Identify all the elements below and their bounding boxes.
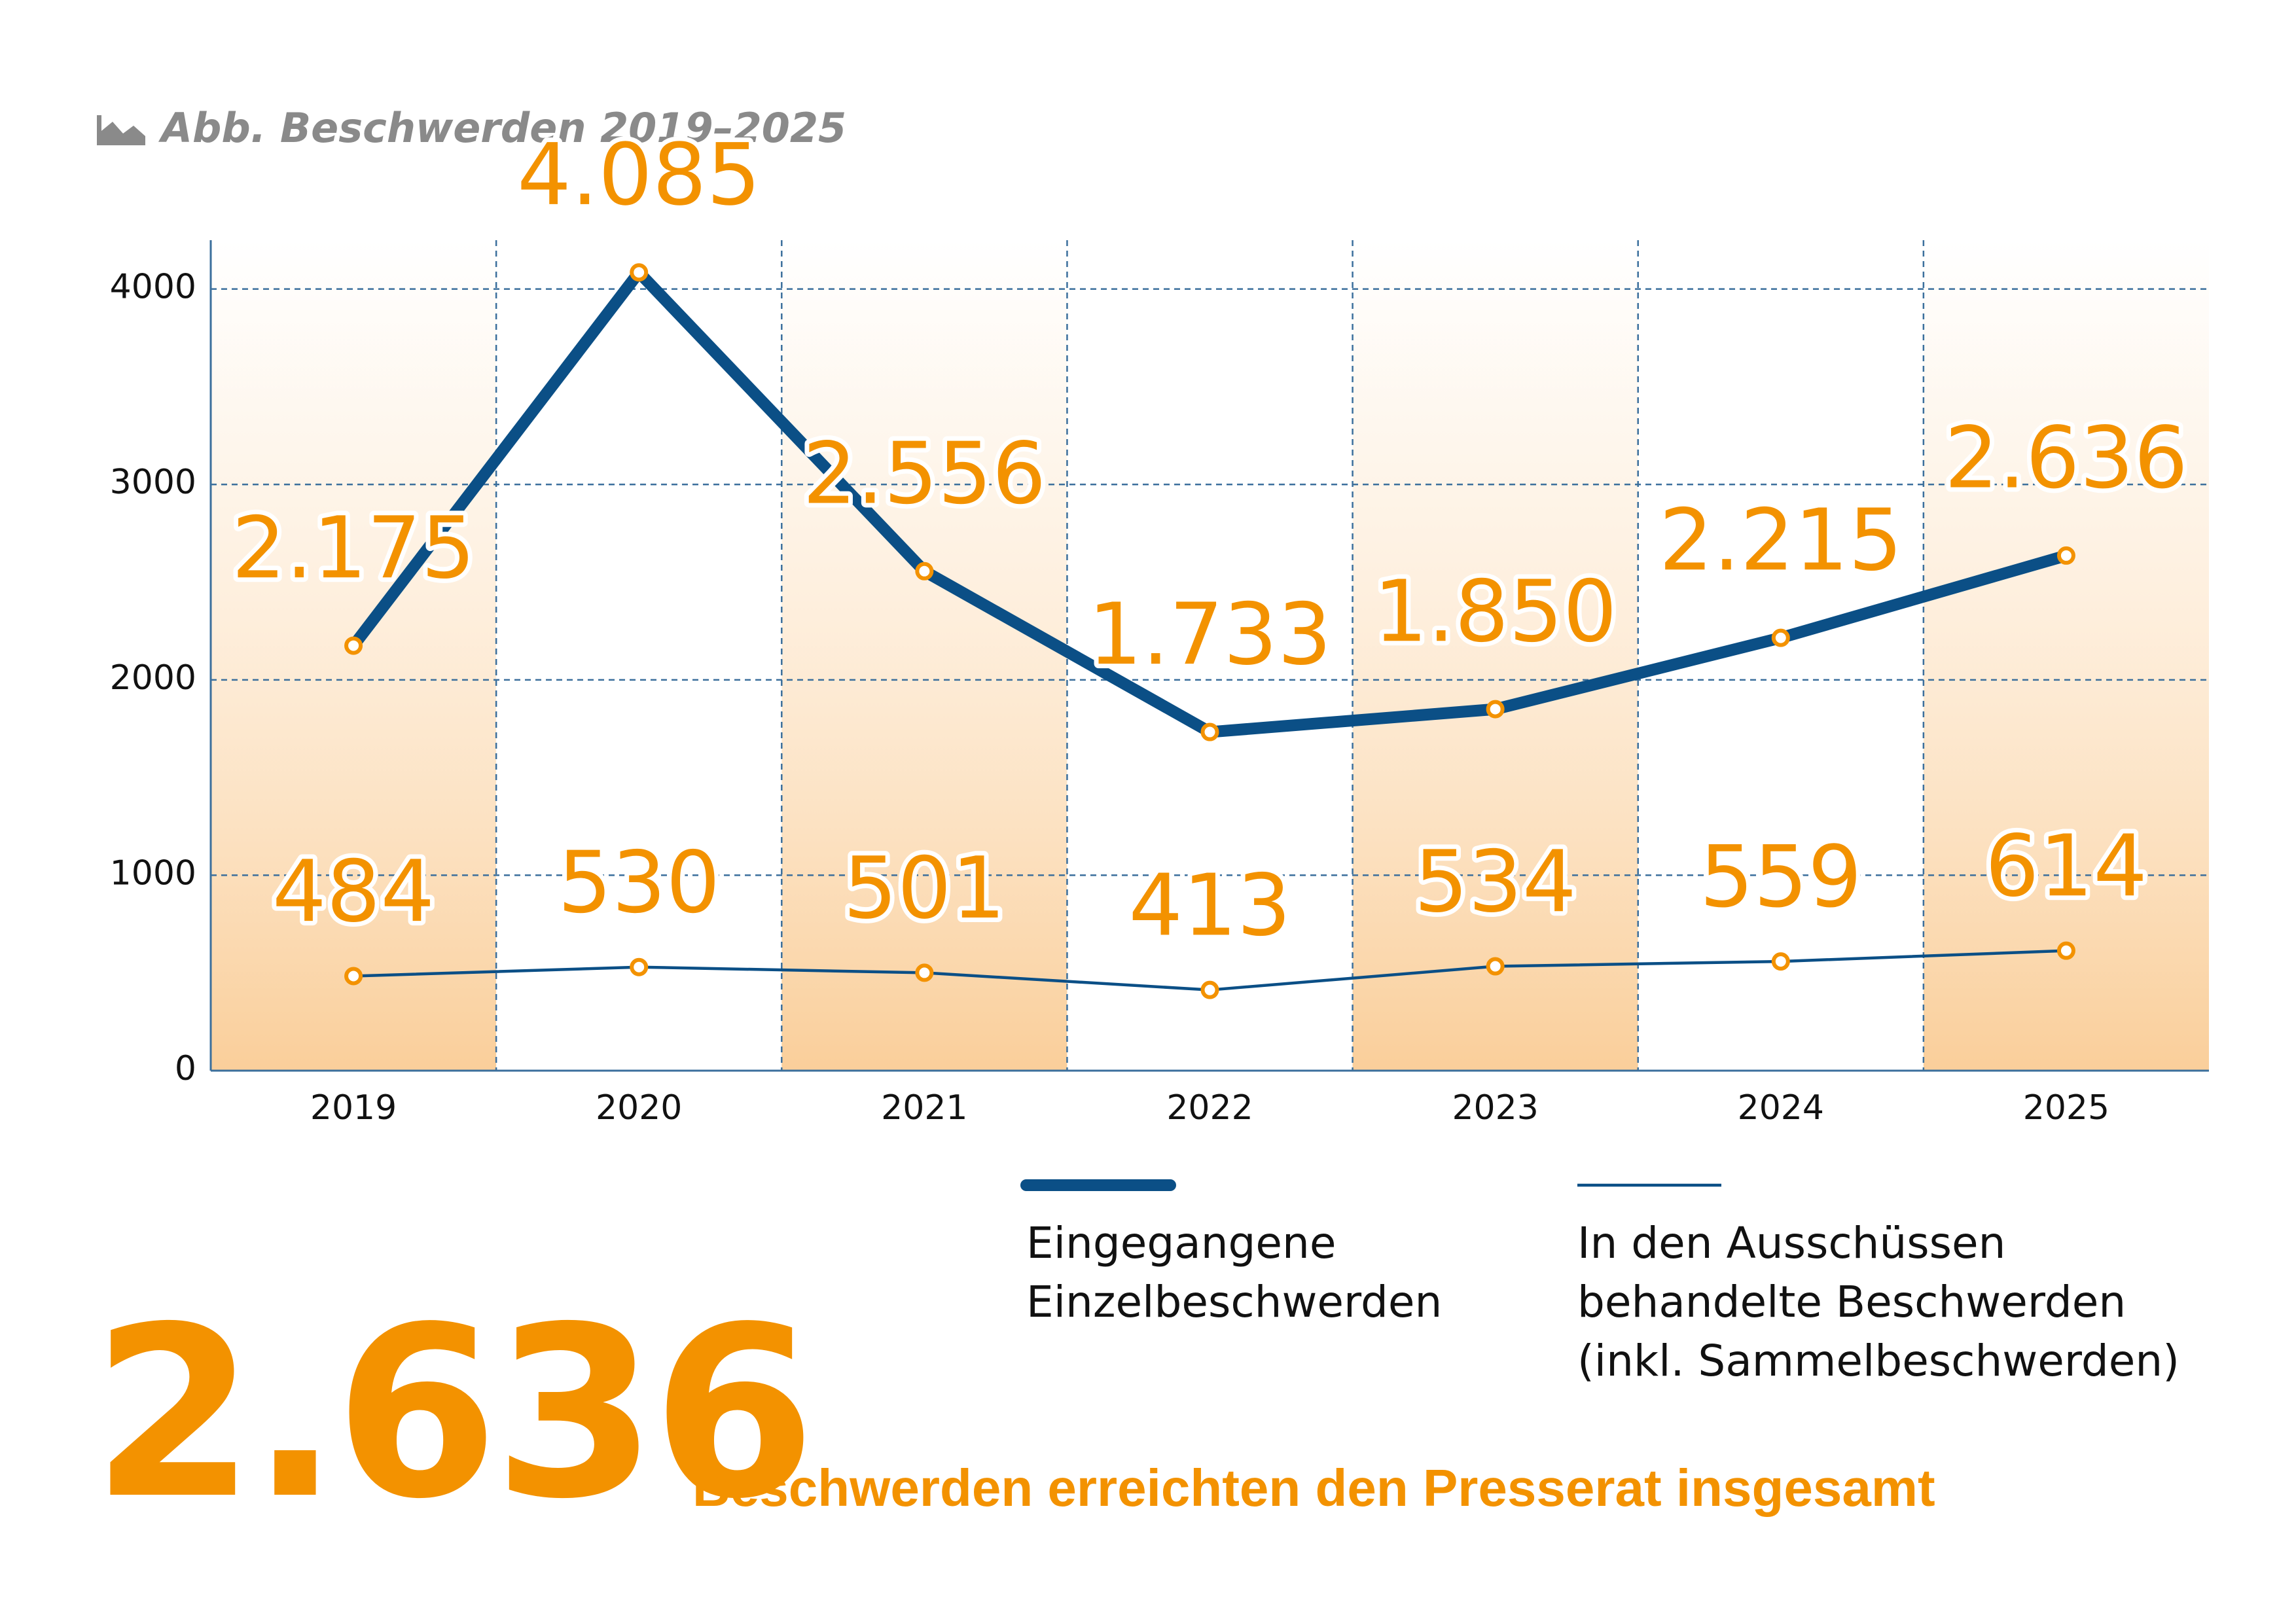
data-point	[1200, 980, 1219, 999]
data-point	[344, 967, 363, 986]
data-label: 1.733	[1088, 584, 1331, 684]
y-tick-label: 2000	[110, 658, 196, 698]
data-label: 530	[558, 832, 720, 932]
highlight-caption: Beschwerden erreichten den Presserat ins…	[692, 1459, 1935, 1517]
data-point	[1486, 957, 1505, 976]
data-point	[915, 963, 934, 982]
data-label: 2.636	[1945, 408, 2188, 508]
x-tick-label: 2019	[310, 1088, 397, 1128]
y-tick-label: 0	[175, 1049, 196, 1088]
y-tick-label: 1000	[110, 853, 196, 893]
data-label: 2.556	[802, 423, 1046, 523]
data-point	[630, 957, 649, 976]
highlight-number: 2.636	[92, 1276, 816, 1550]
data-point	[1771, 952, 1790, 971]
data-label: 413	[1128, 855, 1291, 955]
data-point	[1200, 722, 1219, 741]
title-icon	[97, 115, 145, 145]
data-label: 614	[1985, 816, 2147, 916]
column-band	[781, 240, 1067, 1071]
data-label: 2.215	[1659, 490, 1903, 590]
data-point	[630, 263, 649, 282]
data-label: 2.175	[232, 498, 475, 597]
y-tick-label: 3000	[110, 463, 196, 502]
column-band	[1923, 240, 2209, 1071]
data-label: 484	[272, 842, 435, 941]
data-label: 501	[843, 838, 1005, 938]
data-label: 1.850	[1374, 562, 1617, 661]
data-point	[2056, 546, 2075, 565]
x-tick-label: 2023	[1452, 1088, 1538, 1128]
x-tick-label: 2021	[881, 1088, 967, 1128]
y-tick-label: 4000	[110, 268, 196, 307]
column-band	[211, 240, 497, 1071]
chart-title: Abb. Beschwerden 2019–2025	[158, 104, 846, 152]
data-label: 4.085	[517, 125, 761, 224]
data-point	[1771, 628, 1790, 647]
data-point	[1486, 700, 1505, 719]
data-label: 534	[1414, 832, 1577, 931]
data-label: 559	[1700, 827, 1862, 927]
x-tick-label: 2022	[1166, 1088, 1253, 1128]
legend-label: In den Ausschüssen behandelte Beschwerde…	[1577, 1218, 2179, 1386]
data-point	[915, 562, 934, 580]
x-tick-label: 2020	[596, 1088, 682, 1128]
x-tick-label: 2025	[2023, 1088, 2109, 1128]
legend-label: Eingegangene Einzelbeschwerden	[1026, 1218, 1443, 1327]
data-point	[2056, 941, 2075, 960]
column-band	[1352, 240, 1638, 1071]
data-point	[344, 636, 363, 655]
x-tick-label: 2024	[1738, 1088, 1824, 1128]
